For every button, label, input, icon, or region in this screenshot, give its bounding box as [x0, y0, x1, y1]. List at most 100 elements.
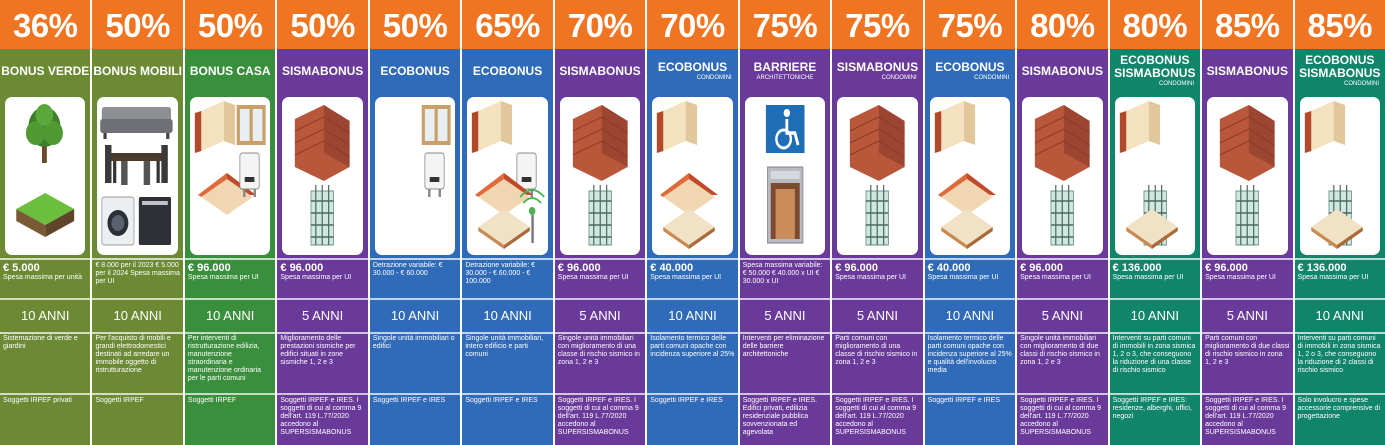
- divider: [1202, 332, 1293, 334]
- illustration-panel: [5, 97, 86, 255]
- divider: [184, 393, 276, 395]
- duration-label: 5 ANNI: [856, 308, 898, 323]
- bonus-title-text: ECOBONUS SISMABONUS: [1114, 53, 1196, 80]
- divider: [369, 298, 461, 300]
- amount-note: Detrazione variabile: € 30.000 - € 60.00…: [465, 262, 535, 285]
- bonus-title-text: BONUS MOBILI: [93, 63, 183, 78]
- bonus-column: 75% SISMABONUS CONDOMINI € 96.000 Spesa mass…: [832, 0, 923, 445]
- divider: [1017, 298, 1108, 300]
- percentage-label: 80%: [1109, 0, 1201, 49]
- bonus-column: 70% SISMABONUS € 96.000 Spesa massima per U…: [554, 0, 646, 445]
- bonus-title: ECOBONUS: [462, 49, 552, 93]
- divider: [92, 298, 183, 300]
- intervention-description: Miglioramento delle prestazioni sismiche…: [280, 335, 356, 366]
- divider: [462, 332, 553, 334]
- insulation-wall-icon: [934, 101, 975, 153]
- amount-value: € 136.000: [1112, 262, 1162, 274]
- divider: [739, 393, 831, 395]
- intervention-description: Singole unità immobiliari o edifici: [372, 335, 455, 350]
- boiler-icon: [424, 152, 445, 197]
- illustration-panel: [467, 97, 548, 255]
- bonus-subtitle: ARCHITETTONICHE: [756, 74, 814, 81]
- rebar-column-icon: [588, 185, 612, 246]
- duration-label: 10 ANNI: [1315, 308, 1364, 323]
- divider: [184, 258, 276, 260]
- bonus-subtitle: CONDOMINI: [974, 74, 1010, 81]
- bonus-column: 50% SISMABONUS € 96.000 Spesa massima per U…: [277, 0, 368, 445]
- illustration-panel: [652, 97, 733, 255]
- illustration-panel: [282, 97, 363, 255]
- intervention-description: Interventi per eliminazione delle barrie…: [742, 335, 825, 358]
- window-icon: [236, 105, 266, 145]
- divider: [924, 258, 1016, 260]
- divider: [1294, 393, 1385, 395]
- rebar-column-icon: [310, 185, 335, 246]
- intervention-description: Singole unità immobiliari, intero edific…: [465, 335, 544, 358]
- bonus-column: 75% ECOBONUS CONDOMINI € 40.000 Spesa massim…: [924, 0, 1016, 445]
- divider: [647, 258, 738, 260]
- bonus-title-text: ECOBONUS: [657, 59, 728, 74]
- bonus-title-text: BONUS CASA: [189, 63, 271, 78]
- bonus-column: 50% ECOBONUS Detrazione variabile: € 30.00…: [369, 0, 461, 445]
- divider: [0, 393, 91, 395]
- amount-value: € 96.000: [1205, 262, 1248, 274]
- bonus-title-text: ECOBONUS: [935, 59, 1005, 74]
- intervention-description: Per l'acquisto di mobili e grandi elettr…: [95, 335, 171, 374]
- bonus-title-text: SISMABONUS: [1206, 63, 1288, 78]
- percentage-label: 50%: [277, 0, 368, 49]
- duration-label: 10 ANNI: [1130, 308, 1180, 323]
- divider: [1294, 298, 1385, 300]
- beneficiaries-text: Soggetti IRPEF e IRES: residenze, alberg…: [1112, 397, 1192, 420]
- insulation-wall-icon: [1304, 101, 1345, 153]
- bonus-title-text: BARRIERE: [753, 59, 817, 74]
- amount-note: Spesa massima per UI: [187, 274, 259, 281]
- brick-wall-icon: [849, 105, 905, 181]
- beneficiaries-text: Solo involucro e spese accessorie compre…: [1297, 397, 1381, 420]
- divider: [554, 298, 646, 300]
- brick-wall-icon: [1034, 105, 1090, 181]
- duration-label: 5 ANNI: [1226, 308, 1268, 323]
- percentage-label: 65%: [462, 0, 553, 49]
- bonus-title: SISMABONUS: [1202, 49, 1292, 93]
- percentage-label: 75%: [832, 0, 923, 49]
- bonus-column: 80% SISMABONUS € 96.000 Spesa massima per U…: [1017, 0, 1108, 445]
- beneficiaries-text: Soggetti IRPEF privati: [3, 397, 72, 404]
- divider: [1017, 332, 1108, 334]
- divider: [277, 258, 368, 260]
- amount-note: Spesa massima per UI: [1297, 274, 1369, 281]
- intervention-description: Singole unità immobiliari con migliorame…: [1020, 335, 1100, 366]
- amount-note: Spesa massima per UI: [1112, 274, 1184, 281]
- dining-table-icon: [105, 145, 169, 185]
- amount-note: Spesa massima variabile: € 50.000 € 40.0…: [742, 262, 823, 285]
- amount-value: € 96.000: [280, 262, 324, 274]
- divider: [92, 393, 183, 395]
- illustration-panel: [929, 97, 1011, 255]
- spending-limit: € 96.000 Spesa massima per UI: [188, 262, 272, 282]
- bonus-title: BONUS CASA: [185, 49, 275, 93]
- percentage-label: 75%: [924, 0, 1016, 49]
- divider: [832, 393, 923, 395]
- duration-label: 10 ANNI: [390, 308, 440, 323]
- percentage-label: 80%: [1017, 0, 1108, 49]
- divider: [739, 298, 831, 300]
- duration-label: 10 ANNI: [205, 308, 255, 323]
- bonus-column: 36% BONUS VERDE € 5.000 Spesa massima per u…: [0, 0, 91, 445]
- rebar-column-icon: [1235, 185, 1259, 246]
- amount-value: € 96.000: [835, 262, 879, 274]
- duration-label: 5 ANNI: [1041, 308, 1083, 323]
- divider: [924, 332, 1016, 334]
- divider: [1109, 298, 1201, 300]
- divider: [924, 393, 1016, 395]
- amount-note: Spesa massima per UI: [557, 274, 629, 281]
- bonus-title: ECOBONUS SISMABONUS CONDOMINI: [1295, 49, 1385, 93]
- bonus-title-text: ECOBONUS: [380, 63, 450, 78]
- bonus-title-text: BONUS VERDE: [1, 63, 90, 78]
- illustration-panel: [97, 97, 178, 255]
- beneficiaries-text: Soggetti IRPEF: [187, 397, 237, 404]
- bonus-title: ECOBONUS SISMABONUS CONDOMINI: [1110, 49, 1200, 93]
- percentage-label: 85%: [1294, 0, 1385, 49]
- insulation-wall-icon: [194, 101, 235, 153]
- percentage-label: 50%: [184, 0, 276, 49]
- washing-machine-icon: [101, 196, 135, 246]
